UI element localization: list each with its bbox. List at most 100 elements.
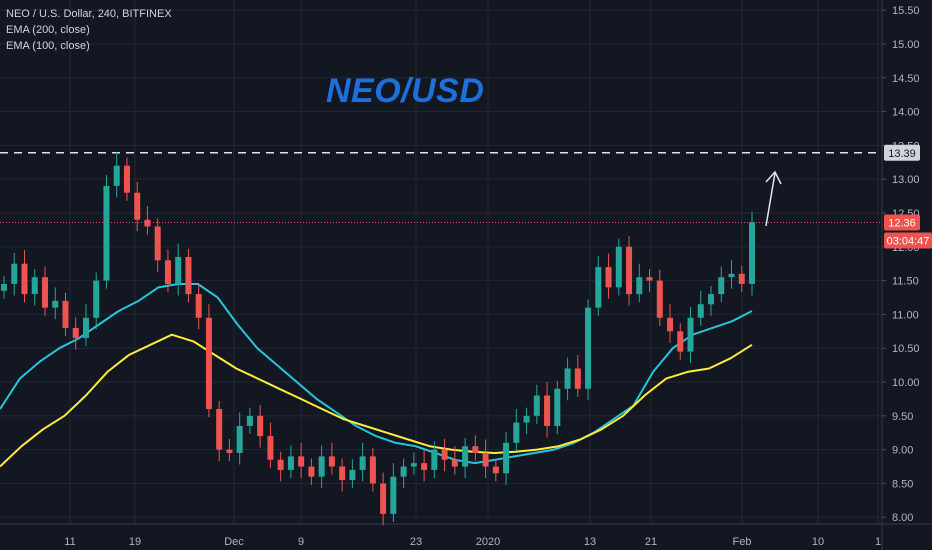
candle bbox=[687, 317, 694, 352]
candle bbox=[544, 395, 551, 426]
candle bbox=[123, 165, 130, 193]
x-tick-label: 11 bbox=[64, 536, 75, 548]
x-tick-label: 1 bbox=[875, 536, 881, 548]
candle bbox=[574, 368, 581, 389]
candle bbox=[677, 331, 684, 352]
candle bbox=[185, 256, 192, 295]
candle bbox=[708, 294, 715, 305]
candle bbox=[164, 260, 171, 284]
candle bbox=[523, 415, 530, 423]
x-tick-label: Dec bbox=[224, 536, 244, 548]
candle bbox=[52, 300, 59, 308]
y-tick-label: 13.00 bbox=[892, 174, 920, 186]
candle bbox=[451, 459, 458, 467]
candle bbox=[646, 277, 653, 281]
y-tick-label: 11.00 bbox=[892, 309, 919, 321]
candle bbox=[667, 317, 674, 332]
candle bbox=[656, 280, 663, 318]
candle bbox=[328, 456, 335, 467]
candle bbox=[287, 456, 294, 470]
candle bbox=[718, 277, 725, 295]
candle bbox=[62, 300, 69, 328]
candle bbox=[298, 456, 305, 467]
x-tick-label: Feb bbox=[733, 536, 752, 548]
countdown-tag bbox=[884, 232, 932, 249]
candle bbox=[308, 466, 315, 477]
symbol-title[interactable]: NEO / U.S. Dollar, 240, BITFINEX bbox=[6, 8, 172, 20]
candle bbox=[421, 463, 428, 470]
candle bbox=[492, 466, 499, 474]
candle bbox=[369, 456, 376, 484]
candle bbox=[431, 449, 438, 470]
candle bbox=[728, 273, 735, 278]
candle bbox=[513, 422, 520, 443]
y-tick-label: 9.50 bbox=[892, 411, 913, 423]
y-tick-label: 15.50 bbox=[892, 5, 920, 17]
indicator-ema-200[interactable]: EMA (200, close) bbox=[6, 24, 90, 36]
candle bbox=[380, 483, 387, 514]
candle bbox=[441, 449, 448, 460]
candle bbox=[134, 192, 141, 220]
candle bbox=[154, 226, 161, 261]
candle bbox=[615, 246, 622, 288]
candle bbox=[359, 456, 366, 470]
y-tick-label: 9.00 bbox=[892, 445, 913, 457]
candle bbox=[472, 446, 479, 454]
last-price-label: 12.36 bbox=[888, 217, 916, 229]
candle bbox=[82, 317, 89, 339]
y-tick-label: 14.50 bbox=[892, 73, 920, 85]
candle bbox=[113, 165, 120, 186]
indicator-ema-100[interactable]: EMA (100, close) bbox=[6, 40, 90, 52]
candle bbox=[318, 456, 325, 477]
candle bbox=[554, 388, 561, 426]
arrow-up-icon bbox=[765, 172, 776, 227]
candle bbox=[41, 277, 48, 308]
candle bbox=[267, 436, 274, 460]
candle bbox=[21, 263, 28, 295]
y-tick-label: 15.00 bbox=[892, 39, 920, 51]
candle bbox=[585, 307, 592, 389]
y-tick-label: 10.50 bbox=[892, 343, 920, 355]
x-tick-label: 23 bbox=[410, 536, 422, 548]
candle bbox=[626, 246, 633, 295]
candle bbox=[144, 219, 151, 227]
candle bbox=[738, 273, 745, 284]
candle bbox=[103, 185, 110, 281]
x-tick-label: 10 bbox=[812, 536, 824, 548]
candle bbox=[72, 327, 79, 339]
last-price-tag bbox=[884, 214, 920, 231]
candle bbox=[533, 395, 540, 416]
candle bbox=[205, 317, 212, 410]
chart-title-annotation: NEO/USD bbox=[326, 72, 485, 110]
candle bbox=[697, 304, 704, 318]
candle bbox=[410, 463, 417, 467]
candle bbox=[195, 294, 202, 318]
y-tick-label: 11.50 bbox=[892, 276, 919, 288]
candle bbox=[595, 267, 602, 308]
candle bbox=[236, 425, 243, 454]
candle bbox=[605, 267, 612, 288]
y-tick-label: 8.50 bbox=[892, 478, 913, 490]
candle bbox=[349, 469, 356, 481]
ema-100-line bbox=[0, 283, 753, 465]
arrow-up-icon-head bbox=[765, 170, 782, 185]
x-tick-label: 2020 bbox=[476, 536, 500, 548]
candle bbox=[482, 453, 489, 467]
candle bbox=[246, 415, 253, 426]
resistance-price-tag bbox=[884, 144, 920, 161]
chart-legend: NEO / U.S. Dollar, 240, BITFINEX EMA (20… bbox=[6, 6, 172, 54]
resistance-price-label: 13.39 bbox=[888, 148, 916, 160]
candle bbox=[462, 446, 469, 467]
y-tick-label: 10.00 bbox=[892, 377, 920, 389]
bar-countdown-label: 03:04:47 bbox=[887, 235, 930, 247]
candle bbox=[216, 409, 223, 450]
candle bbox=[226, 449, 233, 454]
y-tick-label: 8.00 bbox=[892, 512, 913, 524]
candle bbox=[11, 263, 18, 284]
candle bbox=[1, 283, 7, 291]
candle bbox=[277, 459, 284, 470]
candle bbox=[31, 277, 38, 295]
candle bbox=[175, 256, 182, 284]
